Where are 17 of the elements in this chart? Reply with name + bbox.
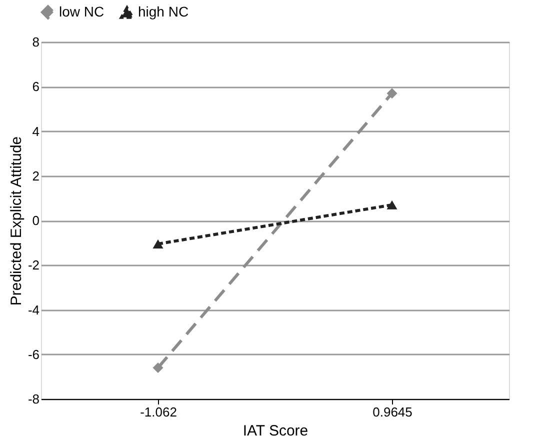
y-tick-label: -6 [28, 346, 40, 362]
y-tick-label: 8 [32, 34, 40, 50]
point [386, 88, 398, 99]
y-axis-title: Predicted Explicit Attitude [8, 136, 25, 306]
legend-label: low NC [59, 3, 104, 20]
y-tick-label: 2 [32, 168, 40, 184]
x-tick-label: -1.062 [140, 404, 177, 420]
y-tick-label: 0 [32, 213, 40, 228]
y-tick-label: -8 [28, 392, 40, 406]
point [152, 362, 164, 374]
y-tick-label: -2 [28, 258, 40, 273]
y-tick-label: 6 [32, 79, 40, 94]
x-tick-label: 0.9645 [372, 404, 412, 420]
legend-label: high NC [138, 4, 189, 20]
y-tick-label: 4 [32, 124, 40, 139]
y-tick-label: -4 [28, 302, 40, 318]
x-axis-title: IAT Score [242, 422, 308, 440]
